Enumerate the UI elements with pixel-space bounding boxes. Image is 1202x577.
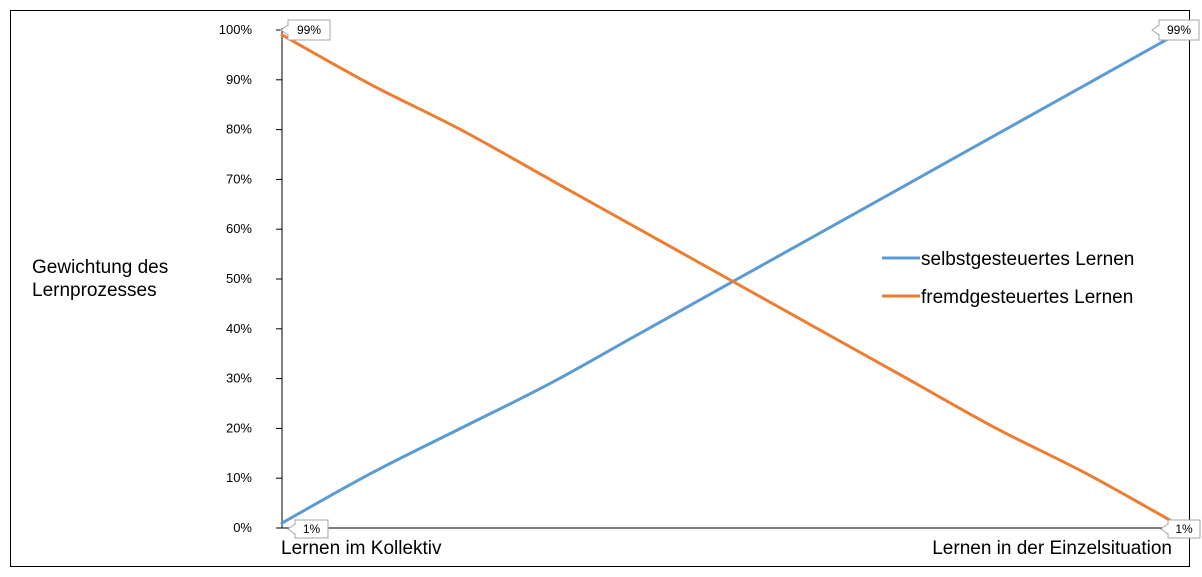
- y-axis-title-line-1: Gewichtung des: [32, 257, 169, 278]
- data-label-pointer: [287, 523, 296, 535]
- y-axis-title-line-2: Lernprozesses: [32, 280, 157, 301]
- data-labels-layer: 99% 1% 99% 1%: [280, 19, 1201, 539]
- x-category-label: Lernen in der Einzelsituation: [932, 538, 1172, 559]
- data-label-selbstgesteuert-start: 1%: [287, 519, 329, 539]
- y-tick-label: 70%: [226, 171, 252, 186]
- legend-label-selbstgesteuert: selbstgesteuertes Lernen: [921, 249, 1134, 270]
- series-layer: [280, 33, 1177, 525]
- y-tick-label: 100%: [219, 22, 253, 37]
- y-axis-title: Gewichtung des Lernprozesses: [32, 256, 208, 302]
- chart-frame: [10, 10, 1190, 567]
- legend: selbstgesteuertes Lernen fremdgesteuertes…: [882, 249, 1134, 308]
- series-line-fremdgesteuert: [280, 33, 1177, 525]
- y-tick-label: 30%: [226, 371, 252, 386]
- data-label-fremdgesteuert-end: 1%: [1160, 519, 1201, 539]
- y-tick-label: 0%: [233, 520, 252, 535]
- y-tick-label: 80%: [226, 122, 252, 137]
- data-label-fremdgesteuert-start: 99%: [280, 19, 331, 41]
- data-label-pointer: [1160, 523, 1169, 535]
- data-label-pointer: [1151, 24, 1160, 36]
- legend-label-fremdgesteuert: fremdgesteuertes Lernen: [921, 287, 1133, 308]
- x-category-label: Lernen im Kollektiv: [281, 538, 442, 559]
- data-label-text: 1%: [1175, 522, 1193, 536]
- y-tick-label: 20%: [226, 420, 252, 435]
- axes-layer: 0% 10% 20% 30% 40% 50% 60% 70% 80% 90% 100% Lernen …: [219, 22, 1175, 559]
- y-tick-label: 10%: [226, 470, 252, 485]
- y-tick-label: 40%: [226, 321, 252, 336]
- series-line-selbstgesteuert: [280, 33, 1177, 525]
- data-label-text: 99%: [297, 23, 321, 37]
- data-label-text: 99%: [1167, 23, 1191, 37]
- y-tick-label: 60%: [226, 221, 252, 236]
- y-tick-label: 90%: [226, 72, 252, 87]
- data-label-text: 1%: [303, 522, 321, 536]
- data-label-selbstgesteuert-end: 99%: [1151, 19, 1200, 41]
- data-label-pointer: [280, 24, 289, 36]
- y-tick-label: 50%: [226, 271, 252, 286]
